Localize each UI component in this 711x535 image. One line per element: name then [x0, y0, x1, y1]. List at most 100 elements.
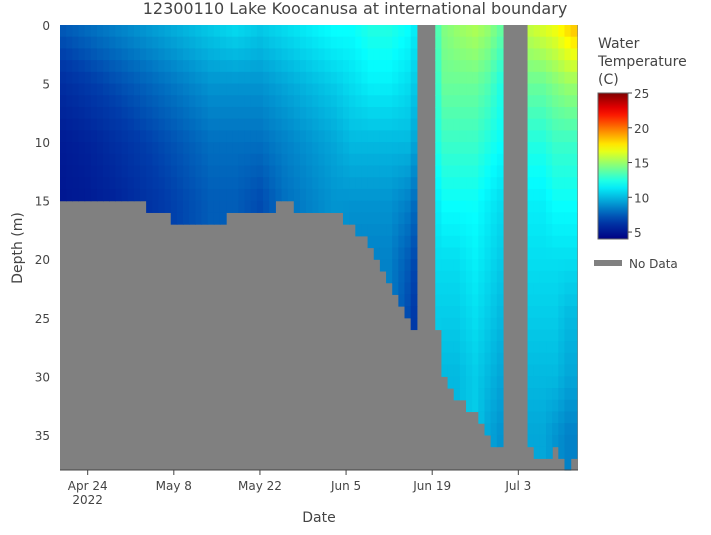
heatmap-cell [496, 306, 504, 319]
heatmap-cell [392, 60, 399, 73]
heatmap-cell [490, 83, 498, 96]
heatmap-cell [441, 224, 449, 237]
heatmap-cell [496, 118, 504, 131]
heatmap-cell [404, 36, 412, 50]
heatmap-cell [379, 25, 387, 38]
heatmap-cell [256, 25, 264, 38]
heatmap-cell [342, 130, 350, 143]
heatmap-cell [90, 118, 98, 131]
heatmap-cell [539, 411, 547, 424]
heatmap-cell [367, 212, 375, 225]
heatmap-cell [367, 235, 375, 249]
heatmap-cell [170, 95, 178, 108]
heatmap-cell [367, 95, 375, 108]
heatmap-cell [72, 165, 80, 178]
heatmap-cell [490, 270, 498, 284]
heatmap-cell [109, 25, 116, 38]
heatmap-cell [103, 106, 110, 120]
heatmap-cell [152, 106, 160, 120]
heatmap-cell [570, 165, 578, 178]
heatmap-cell [478, 352, 486, 366]
heatmap-cell [355, 130, 363, 143]
heatmap-cell [552, 399, 559, 413]
heatmap-cell [564, 212, 572, 225]
heatmap-cell [306, 142, 313, 155]
y-axis-label: Depth (m) [10, 212, 26, 284]
heatmap-cell [373, 130, 381, 143]
heatmap-cell [275, 130, 283, 143]
heatmap-cell [539, 399, 547, 413]
heatmap-cell [527, 306, 535, 319]
legend[interactable]: No Data [594, 257, 678, 271]
heatmap-cell [355, 71, 363, 85]
heatmap-cell [435, 317, 443, 331]
heatmap-cell [496, 282, 504, 295]
heatmap-cell [176, 165, 184, 178]
heatmap-cell [152, 200, 160, 213]
heatmap-cell [410, 142, 418, 155]
heatmap-cell [478, 188, 486, 202]
heatmap-cell [146, 95, 153, 108]
heatmap-cell [484, 329, 492, 342]
heatmap-cell [336, 95, 344, 108]
heatmap-cell [60, 60, 67, 73]
heatmap-cell [219, 177, 227, 190]
heatmap-cell [318, 83, 326, 96]
heatmap-cell [472, 224, 479, 237]
heatmap-cell [558, 294, 566, 307]
heatmap-cell [293, 165, 301, 178]
heatmap-cell [472, 48, 479, 61]
heatmap-cell [546, 235, 553, 249]
heatmap-cell [275, 153, 283, 167]
heatmap-cell [330, 142, 338, 155]
heatmap-cell [349, 60, 356, 73]
heatmap-cell [472, 294, 479, 307]
heatmap-cell [275, 95, 283, 108]
heatmap-cell [539, 224, 547, 237]
heatmap-cell [103, 177, 110, 190]
heatmap-cell [183, 106, 190, 120]
heatmap-cell [570, 60, 578, 73]
heatmap-cell [539, 247, 547, 260]
heatmap-cell [312, 177, 319, 190]
heatmap-cell [453, 188, 461, 202]
heatmap-cell [410, 177, 418, 190]
heatmap-cell [386, 212, 393, 225]
heatmap-cell [269, 48, 276, 61]
heatmap-cell [379, 247, 387, 260]
heatmap-cell [527, 247, 535, 260]
heatmap-cell [539, 118, 547, 131]
heatmap-cell [146, 83, 153, 96]
heatmap-cell [90, 153, 98, 167]
heatmap-cell [349, 71, 356, 85]
heatmap-cell [312, 48, 319, 61]
heatmap-cell [459, 376, 467, 389]
heatmap-cell [379, 153, 387, 167]
heatmap-cell [306, 95, 313, 108]
heatmap-cell [478, 317, 486, 331]
heatmap-cell [238, 36, 246, 50]
heatmap-cell [478, 294, 486, 307]
heatmap-cell [349, 142, 356, 155]
heatmap-cell [527, 411, 535, 424]
heatmap-cell [478, 259, 486, 272]
heatmap-cell [496, 106, 504, 120]
heatmap-cell [484, 411, 492, 424]
heatmap-cell [373, 177, 381, 190]
heatmap-cell [96, 25, 104, 38]
heatmap-cell [349, 130, 356, 143]
heatmap-cell [312, 83, 319, 96]
heatmap-cell [170, 153, 178, 167]
heatmap-cell [244, 36, 252, 50]
heatmap-cell [189, 48, 196, 61]
heatmap-cell [139, 48, 147, 61]
heatmap-cell [84, 153, 92, 167]
heatmap-cell [287, 48, 295, 61]
heatmap-cell [176, 118, 184, 131]
heatmap-cell [398, 48, 406, 61]
heatmap-cell [170, 212, 178, 225]
heatmap-cell [355, 142, 363, 155]
heatmap-cell [195, 212, 203, 225]
heatmap-cell [564, 153, 572, 167]
heatmap-cell [478, 118, 486, 131]
